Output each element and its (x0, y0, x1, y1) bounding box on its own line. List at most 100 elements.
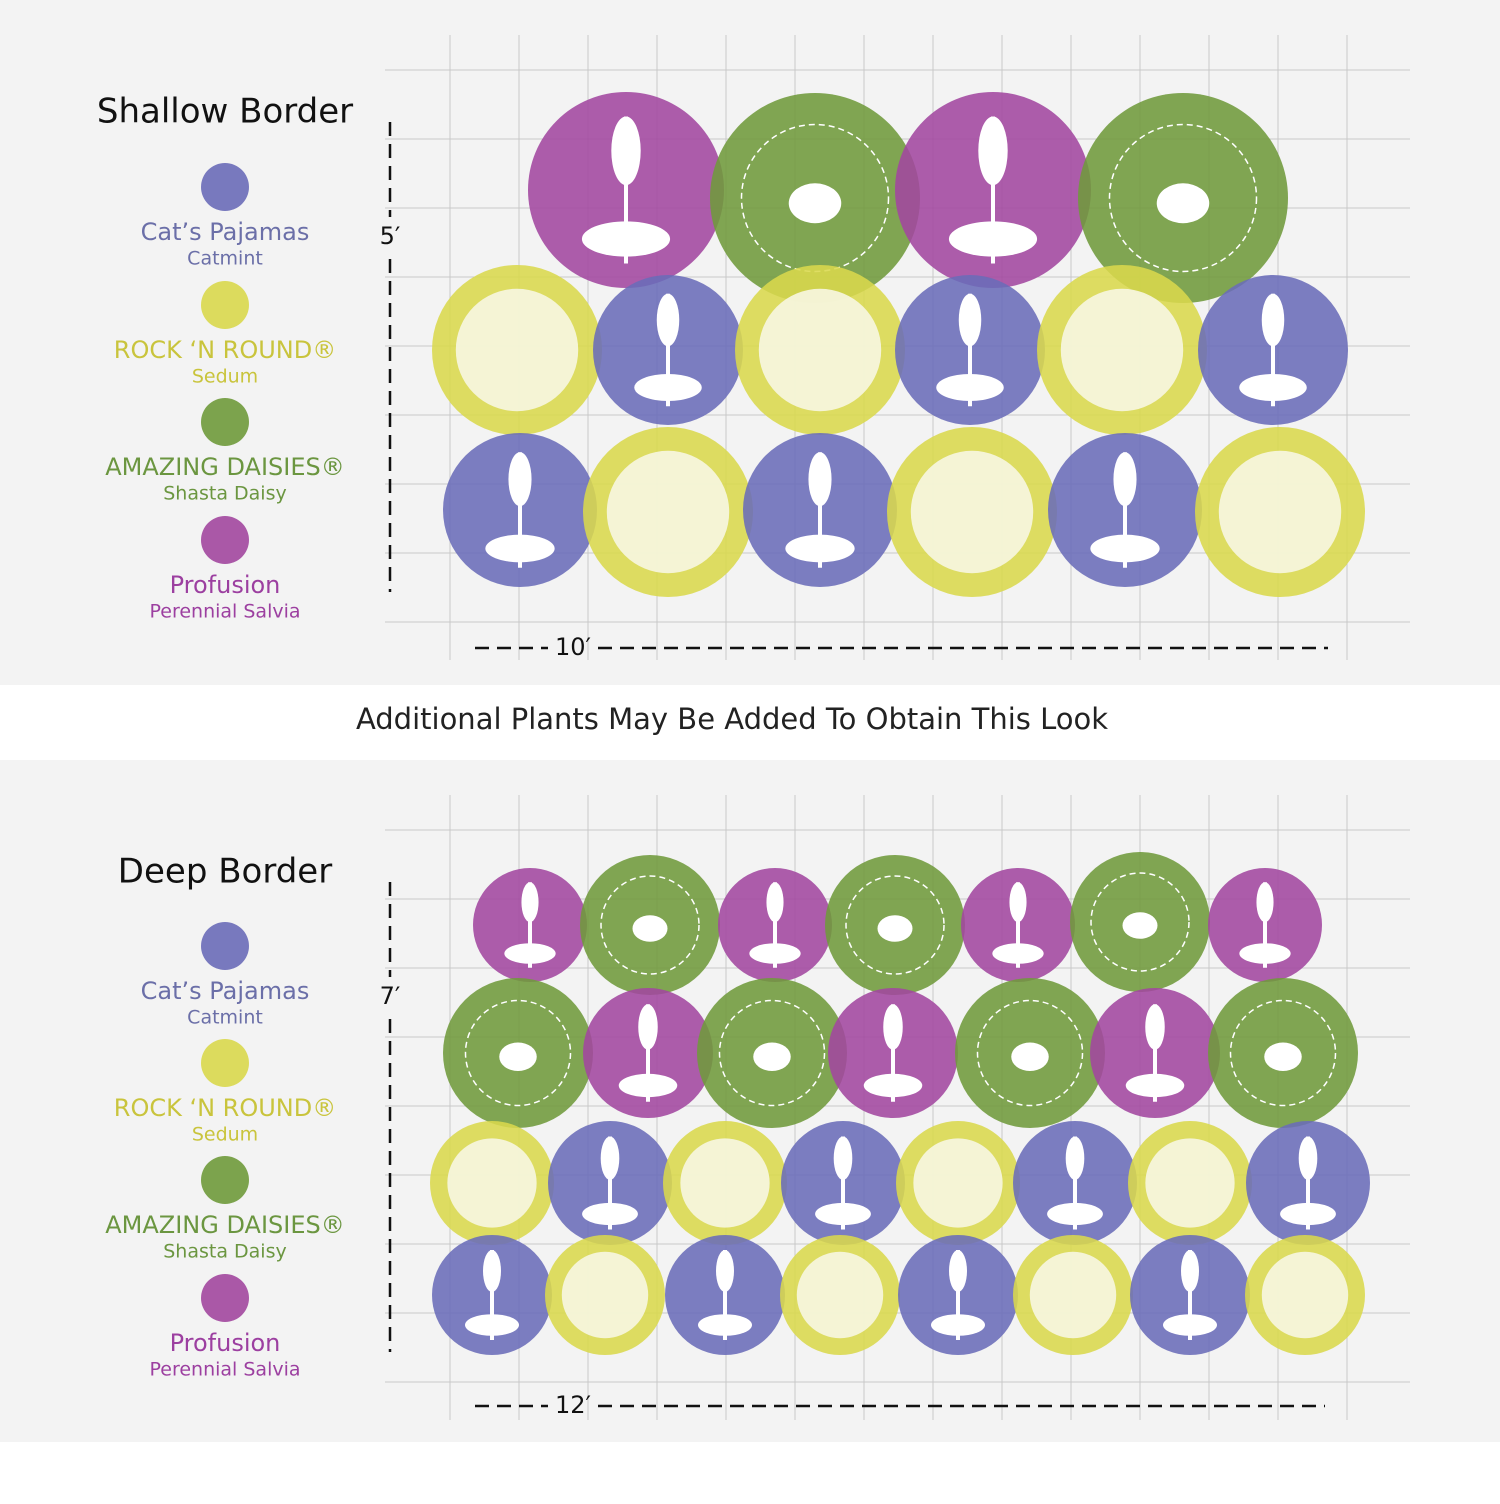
icon (1125, 1073, 1185, 1098)
legend-name: Cat’s Pajamas (141, 977, 310, 1005)
icon (718, 999, 826, 1107)
legend-kind: Perennial Salvia (149, 1359, 300, 1381)
icon (1108, 123, 1258, 273)
icon (1218, 450, 1342, 574)
height-label: 7′ (380, 982, 401, 1010)
legend-kind: Catmint (187, 1007, 263, 1029)
icon (948, 221, 1038, 257)
caption: Additional Plants May Be Added To Obtain… (356, 702, 1108, 736)
icon (638, 1004, 658, 1050)
icon (1181, 1250, 1199, 1292)
icon (485, 534, 555, 563)
legend-icon (201, 398, 249, 446)
icon (1256, 882, 1274, 923)
icon (910, 450, 1034, 574)
icon (978, 116, 1008, 186)
icon (1229, 999, 1337, 1107)
icon (845, 875, 945, 975)
icon (632, 915, 668, 942)
icon (788, 183, 842, 224)
legend-icon (201, 922, 249, 970)
icon (949, 1250, 967, 1292)
icon (992, 943, 1044, 964)
icon (1009, 882, 1027, 923)
icon (483, 1250, 501, 1292)
legend-kind: Sedum (192, 1124, 258, 1146)
icon (958, 293, 982, 347)
icon (680, 1138, 770, 1228)
icon (716, 1250, 734, 1292)
icon (1090, 872, 1190, 972)
icon (936, 374, 1004, 401)
icon (1163, 1314, 1217, 1336)
icon (1239, 374, 1307, 401)
legend-icon (201, 1156, 249, 1204)
icon (504, 943, 556, 964)
icon (611, 116, 641, 186)
icon (1298, 1136, 1318, 1180)
icon (808, 452, 832, 507)
icon (1145, 1004, 1165, 1050)
icon (582, 1202, 638, 1226)
icon (766, 882, 784, 923)
icon (455, 288, 579, 412)
icon (1261, 1251, 1349, 1339)
icon (1047, 1202, 1103, 1226)
icon (1280, 1202, 1336, 1226)
icon (749, 943, 801, 964)
icon (1156, 183, 1210, 224)
legend-icon (201, 163, 249, 211)
icon (1122, 912, 1158, 939)
icon (1264, 1042, 1302, 1071)
icon (758, 288, 882, 412)
legend-kind: Perennial Salvia (149, 601, 300, 623)
height-label: 5′ (380, 222, 401, 250)
icon (785, 534, 855, 563)
legend-kind: Shasta Daisy (163, 483, 286, 505)
icon (464, 999, 572, 1107)
icon (877, 915, 913, 942)
icon (447, 1138, 537, 1228)
icon (521, 882, 539, 923)
legend-kind: Shasta Daisy (163, 1241, 286, 1263)
icon (1011, 1042, 1049, 1071)
icon (1090, 534, 1160, 563)
icon (815, 1202, 871, 1226)
plan-title: Shallow Border (97, 92, 353, 132)
icon (753, 1042, 791, 1071)
legend-kind: Catmint (187, 248, 263, 270)
legend-icon (201, 281, 249, 329)
icon (698, 1314, 752, 1336)
icon (606, 450, 730, 574)
icon (1029, 1251, 1117, 1339)
legend-icon (201, 1039, 249, 1087)
icon (618, 1073, 678, 1098)
icon (634, 374, 702, 401)
legend-name: AMAZING DAISIES® (105, 453, 345, 481)
icon (499, 1042, 537, 1071)
legend-icon (201, 516, 249, 564)
legend-name: AMAZING DAISIES® (105, 1211, 345, 1239)
icon (581, 221, 671, 257)
icon (833, 1136, 853, 1180)
icon (976, 999, 1084, 1107)
plan-title: Deep Border (118, 852, 332, 892)
legend-name: Cat’s Pajamas (141, 218, 310, 246)
icon (1065, 1136, 1085, 1180)
icon (1239, 943, 1291, 964)
legend-name: Profusion (170, 571, 281, 599)
legend-kind: Sedum (192, 366, 258, 388)
width-label: 10′ (555, 633, 591, 661)
legend-name: ROCK ‘N ROUND® (114, 336, 336, 364)
icon (1113, 452, 1137, 507)
icon (1261, 293, 1285, 347)
icon (1060, 288, 1184, 412)
icon (508, 452, 532, 507)
icon (796, 1251, 884, 1339)
legend-icon (201, 1274, 249, 1322)
icon (1145, 1138, 1235, 1228)
legend-name: ROCK ‘N ROUND® (114, 1094, 336, 1122)
icon (863, 1073, 923, 1098)
icon (600, 1136, 620, 1180)
